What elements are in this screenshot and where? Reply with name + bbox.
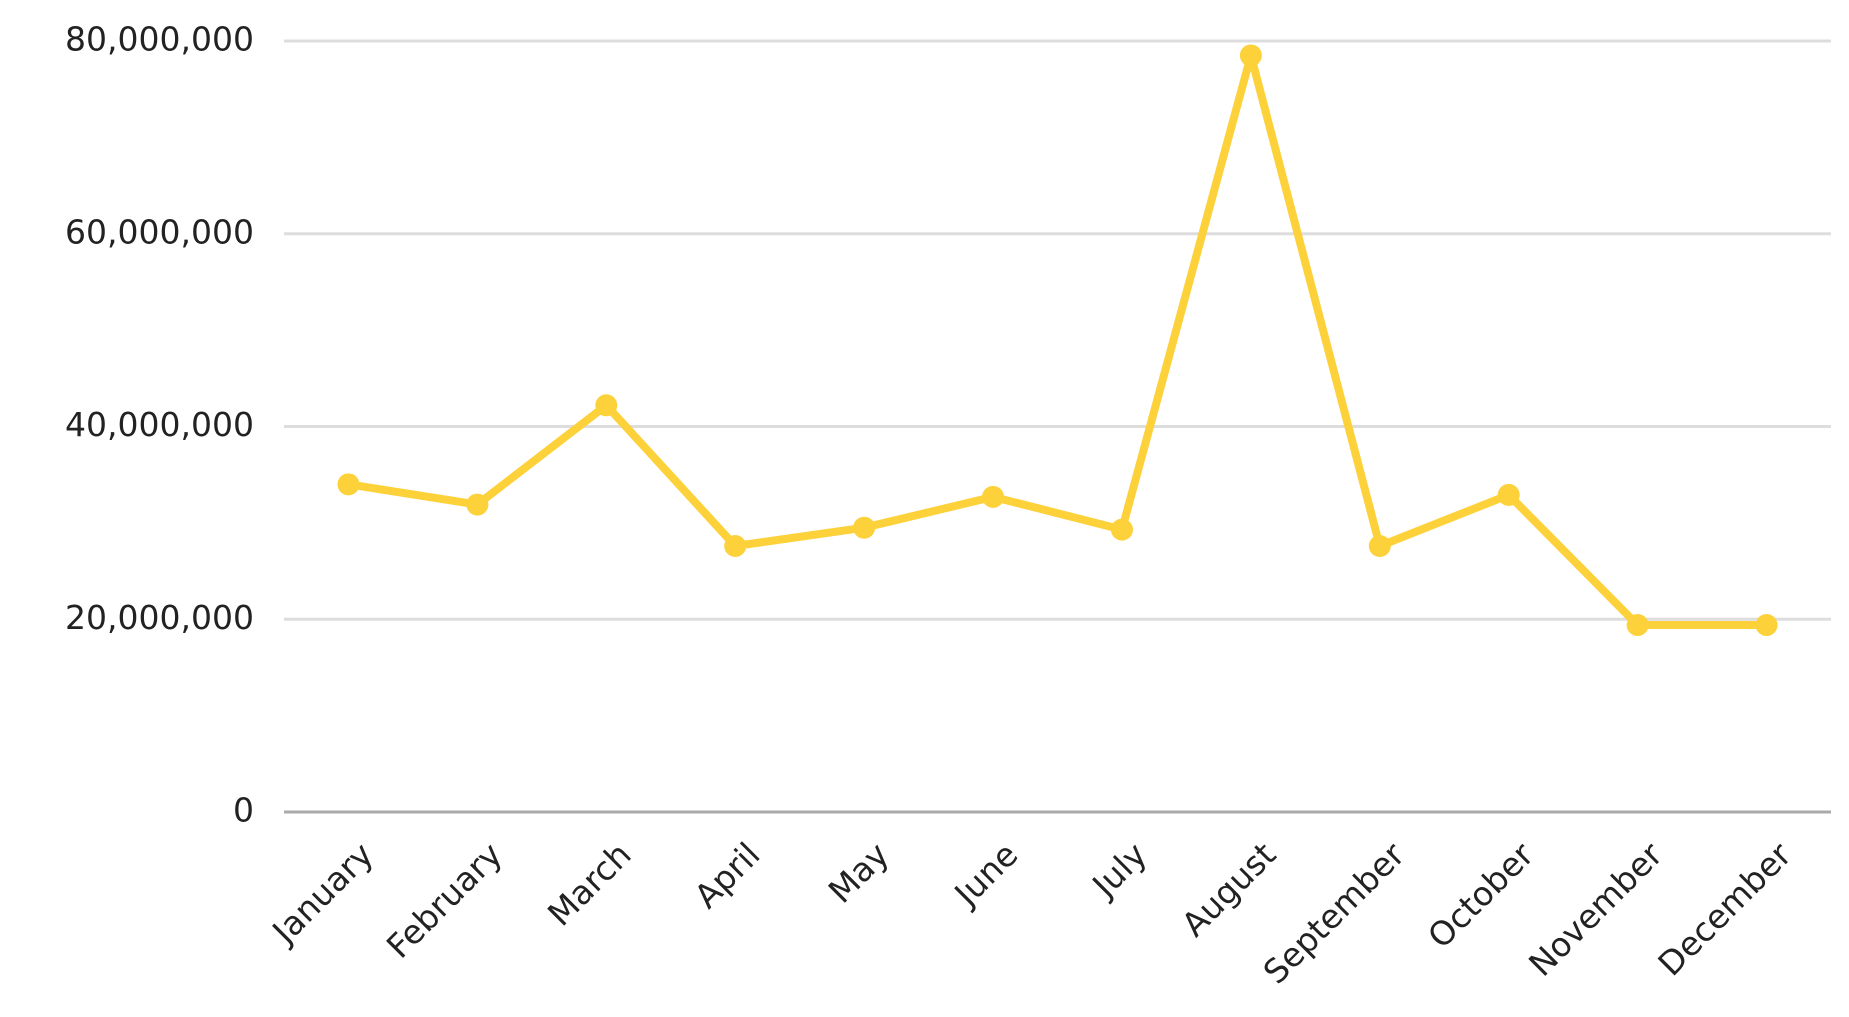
data-point — [1626, 614, 1649, 637]
data-point — [1239, 44, 1262, 67]
y-tick-label: 80,000,000 — [65, 20, 254, 59]
x-tick-label: September — [1256, 834, 1413, 991]
x-tick-label: July — [1083, 835, 1154, 906]
x-tick-label: December — [1650, 834, 1799, 983]
x-tick-label: January — [263, 835, 380, 952]
y-tick-label: 40,000,000 — [65, 405, 254, 444]
x-tick-label: May — [821, 835, 897, 911]
data-point — [466, 493, 489, 516]
data-point — [853, 516, 876, 539]
data-point — [1368, 535, 1391, 558]
x-tick-label: March — [540, 835, 639, 934]
data-point — [724, 535, 747, 558]
data-point — [1755, 614, 1778, 637]
y-tick-label: 60,000,000 — [65, 212, 254, 251]
data-line — [347, 51, 1767, 630]
x-tick-label: June — [946, 835, 1026, 915]
x-tick-label: April — [687, 835, 768, 916]
data-point — [595, 394, 618, 417]
x-tick-label: November — [1521, 834, 1670, 983]
x-tick-label: February — [379, 835, 510, 966]
data-point — [1110, 518, 1133, 541]
data-point — [337, 473, 360, 496]
data-point — [982, 485, 1005, 508]
x-tick-label: October — [1420, 835, 1541, 956]
x-tick-label: August — [1174, 835, 1283, 944]
data-point — [1497, 483, 1520, 506]
y-tick-label: 20,000,000 — [65, 598, 254, 637]
y-tick-label: 0 — [233, 791, 254, 830]
